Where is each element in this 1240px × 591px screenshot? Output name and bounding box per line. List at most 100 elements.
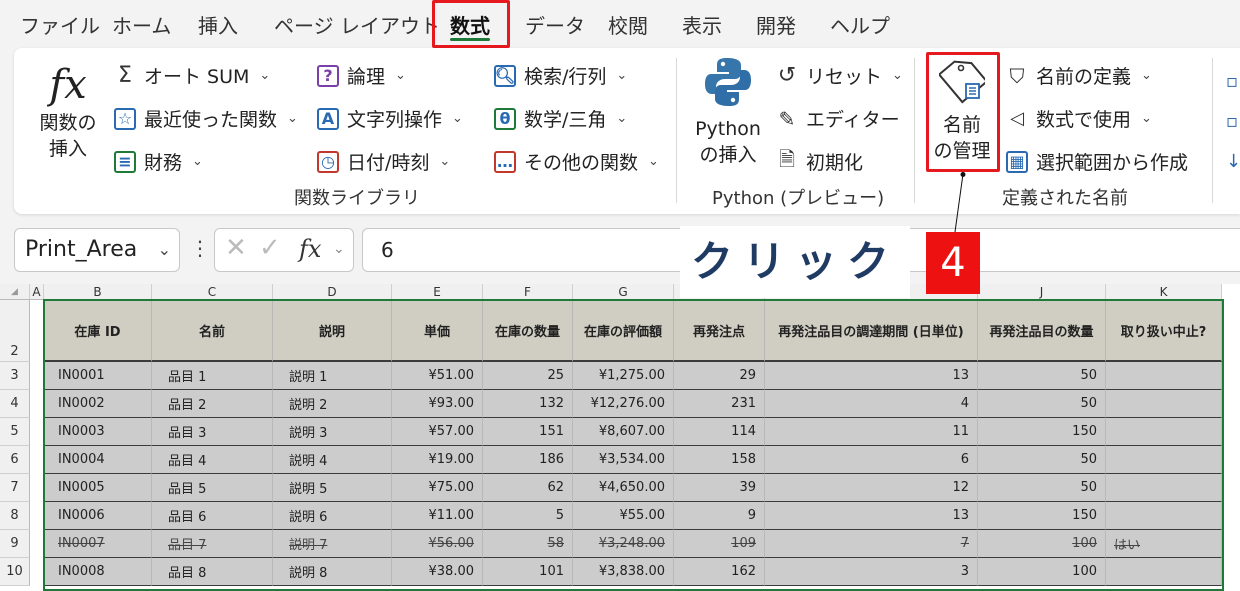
table-header-cell[interactable]: 在庫の数量 bbox=[483, 300, 573, 362]
table-cell[interactable]: 100 bbox=[978, 558, 1106, 586]
table-cell[interactable]: 説明 6 bbox=[273, 502, 392, 530]
chevron-down-icon[interactable]: ⌄ bbox=[157, 240, 171, 259]
lookup-button[interactable]: 🔍︎ 検索/行列 ⌄ bbox=[494, 62, 627, 89]
table-cell[interactable]: ¥11.00 bbox=[392, 502, 483, 530]
table-cell[interactable]: 186 bbox=[483, 446, 573, 474]
table-cell[interactable]: 6 bbox=[765, 446, 978, 474]
row-header-8[interactable]: 8 bbox=[0, 502, 30, 530]
table-cell[interactable]: 3 bbox=[765, 558, 978, 586]
python-reset-button[interactable]: ↺ リセット ⌄ bbox=[776, 62, 903, 89]
table-header-cell[interactable]: 在庫の評価額 bbox=[573, 300, 674, 362]
table-cell[interactable]: 162 bbox=[674, 558, 765, 586]
table-cell[interactable]: 説明 7 bbox=[273, 530, 392, 558]
row-header-3[interactable]: 3 bbox=[0, 362, 30, 390]
row-header-7[interactable]: 7 bbox=[0, 474, 30, 502]
table-header-cell[interactable]: 在庫 ID bbox=[44, 300, 152, 362]
table-cell[interactable]: 11 bbox=[765, 418, 978, 446]
tab-formulas[interactable]: 数式 bbox=[436, 8, 504, 46]
table-header-cell[interactable]: 再発注点 bbox=[674, 300, 765, 362]
table-cell[interactable]: ¥93.00 bbox=[392, 390, 483, 418]
tab-review[interactable]: 校閲 bbox=[608, 14, 648, 38]
table-cell[interactable]: ¥12,276.00 bbox=[573, 390, 674, 418]
tab-data[interactable]: データ bbox=[525, 14, 585, 38]
table-header-cell[interactable]: 取り扱い中止? bbox=[1106, 300, 1222, 362]
more-ribbon-icon[interactable]: ▫ ▫ ↓ bbox=[1226, 71, 1240, 172]
table-header-cell[interactable]: 名前 bbox=[152, 300, 273, 362]
table-cell[interactable]: IN0007 bbox=[44, 530, 152, 558]
python-editor-button[interactable]: ✎ エディター bbox=[776, 105, 900, 132]
select-all-corner[interactable]: ◢ bbox=[0, 284, 30, 300]
table-cell[interactable] bbox=[1106, 390, 1222, 418]
column-header-j[interactable]: J bbox=[978, 284, 1106, 300]
table-cell[interactable]: 12 bbox=[765, 474, 978, 502]
python-init-button[interactable]: 🗎 初期化 bbox=[776, 147, 863, 175]
table-cell[interactable]: 132 bbox=[483, 390, 573, 418]
table-cell[interactable]: 150 bbox=[978, 418, 1106, 446]
table-cell[interactable]: 4 bbox=[765, 390, 978, 418]
table-cell[interactable]: ¥19.00 bbox=[392, 446, 483, 474]
table-cell[interactable]: 説明 4 bbox=[273, 446, 392, 474]
column-header-d[interactable]: D bbox=[273, 284, 392, 300]
table-cell[interactable]: 100 bbox=[978, 530, 1106, 558]
cancel-icon[interactable]: ✕ bbox=[225, 233, 247, 263]
table-cell[interactable]: 説明 1 bbox=[273, 362, 392, 390]
financial-button[interactable]: ≡ 財務 ⌄ bbox=[114, 148, 203, 175]
table-cell[interactable]: 13 bbox=[765, 362, 978, 390]
table-cell[interactable]: IN0004 bbox=[44, 446, 152, 474]
table-cell[interactable]: 158 bbox=[674, 446, 765, 474]
table-cell[interactable]: 7 bbox=[765, 530, 978, 558]
table-cell[interactable]: IN0005 bbox=[44, 474, 152, 502]
define-name-button[interactable]: ⛉ 名前の定義 ⌄ bbox=[1006, 62, 1152, 89]
recent-functions-button[interactable]: ☆ 最近使った関数 ⌄ bbox=[114, 105, 298, 132]
table-cell[interactable] bbox=[1106, 446, 1222, 474]
row-header-6[interactable]: 6 bbox=[0, 446, 30, 474]
table-cell[interactable]: ¥55.00 bbox=[573, 502, 674, 530]
table-cell[interactable]: 62 bbox=[483, 474, 573, 502]
table-cell[interactable]: ¥38.00 bbox=[392, 558, 483, 586]
table-cell[interactable]: 品目 7 bbox=[152, 530, 273, 558]
table-cell[interactable]: 29 bbox=[674, 362, 765, 390]
column-header-k[interactable]: K bbox=[1106, 284, 1222, 300]
table-cell[interactable]: ¥75.00 bbox=[392, 474, 483, 502]
name-box[interactable]: Print_Area ⌄ bbox=[14, 228, 180, 272]
column-header-b[interactable]: B bbox=[44, 284, 152, 300]
table-cell[interactable]: 5 bbox=[483, 502, 573, 530]
table-cell[interactable]: ¥56.00 bbox=[392, 530, 483, 558]
column-header-e[interactable]: E bbox=[392, 284, 483, 300]
table-cell[interactable]: 50 bbox=[978, 446, 1106, 474]
table-cell[interactable]: 151 bbox=[483, 418, 573, 446]
table-cell[interactable]: ¥3,534.00 bbox=[573, 446, 674, 474]
table-cell[interactable]: 13 bbox=[765, 502, 978, 530]
table-cell[interactable]: 50 bbox=[978, 362, 1106, 390]
fx-insert-icon[interactable]: fx bbox=[299, 235, 322, 263]
table-cell[interactable] bbox=[1106, 362, 1222, 390]
math-button[interactable]: θ 数学/三角 ⌄ bbox=[494, 105, 627, 132]
table-cell[interactable]: ¥1,275.00 bbox=[573, 362, 674, 390]
more-vertical-icon[interactable]: ⋮ bbox=[190, 236, 210, 260]
logical-button[interactable]: ? 論理 ⌄ bbox=[317, 62, 406, 89]
row-header-9[interactable]: 9 bbox=[0, 530, 30, 558]
table-cell[interactable]: 品目 8 bbox=[152, 558, 273, 586]
table-cell[interactable]: 品目 1 bbox=[152, 362, 273, 390]
column-header-g[interactable]: G bbox=[573, 284, 674, 300]
tab-file[interactable]: ファイル bbox=[20, 14, 100, 38]
table-cell[interactable]: IN0008 bbox=[44, 558, 152, 586]
autosum-button[interactable]: Σ オート SUM ⌄ bbox=[114, 62, 270, 89]
row-header-4[interactable]: 4 bbox=[0, 390, 30, 418]
datetime-button[interactable]: ◷ 日付/時刻 ⌄ bbox=[317, 148, 450, 175]
table-cell[interactable]: 説明 8 bbox=[273, 558, 392, 586]
name-manager-button[interactable]: 名前 の管理 bbox=[930, 56, 994, 164]
table-cell[interactable]: 9 bbox=[674, 502, 765, 530]
table-cell[interactable]: 39 bbox=[674, 474, 765, 502]
table-cell[interactable]: 説明 3 bbox=[273, 418, 392, 446]
text-functions-button[interactable]: A 文字列操作 ⌄ bbox=[317, 105, 463, 132]
table-header-cell[interactable]: 再発注品目の数量 bbox=[978, 300, 1106, 362]
table-cell[interactable] bbox=[1106, 502, 1222, 530]
column-header-a[interactable]: A bbox=[30, 284, 44, 300]
enter-icon[interactable]: ✓ bbox=[259, 233, 281, 263]
table-cell[interactable]: 150 bbox=[978, 502, 1106, 530]
table-cell[interactable] bbox=[1106, 418, 1222, 446]
table-cell[interactable]: 25 bbox=[483, 362, 573, 390]
column-header-f[interactable]: F bbox=[483, 284, 573, 300]
table-cell[interactable]: ¥8,607.00 bbox=[573, 418, 674, 446]
